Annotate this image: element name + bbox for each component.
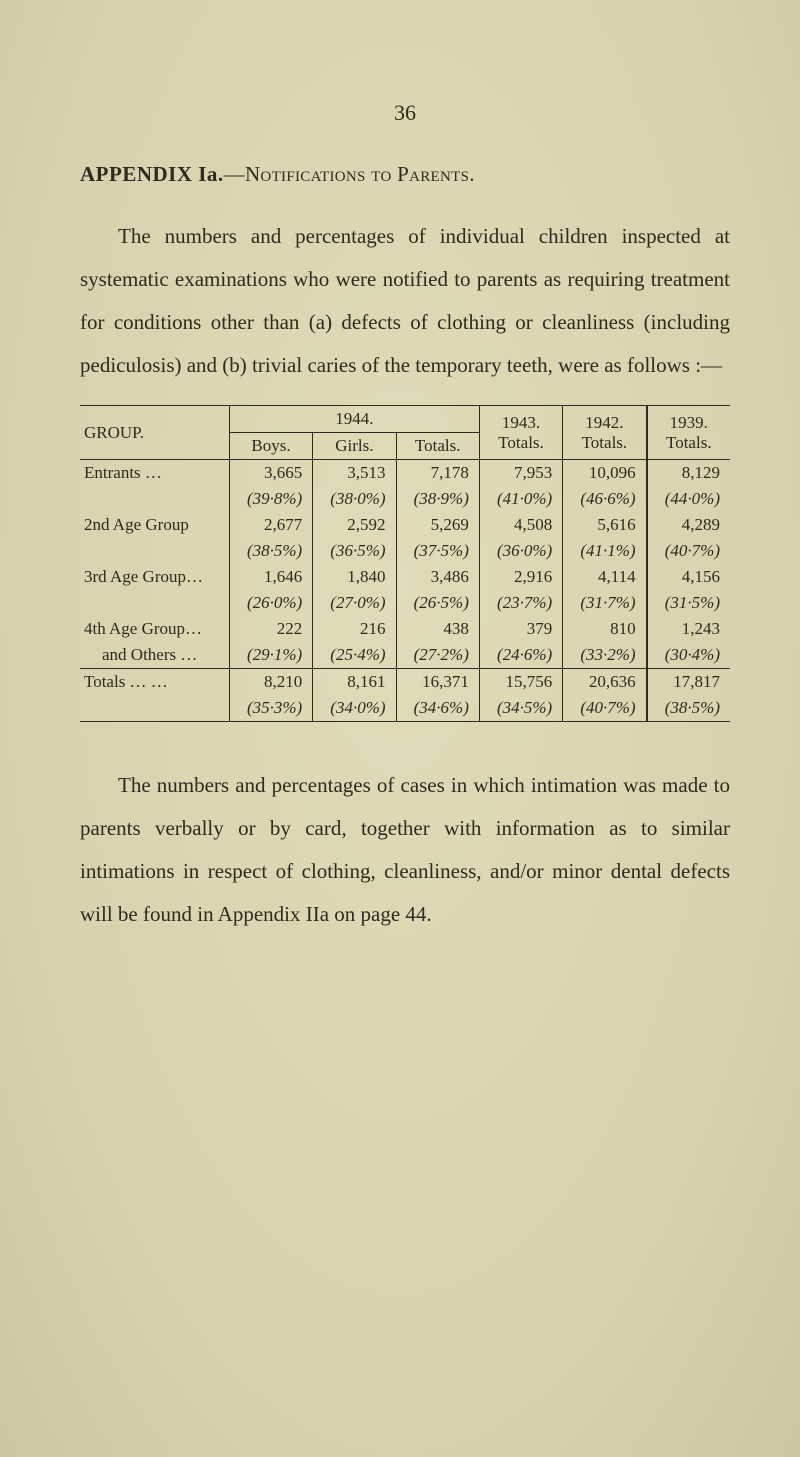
cell-pct: (36·0%) — [479, 538, 562, 564]
col-1939: 1939. Totals. — [647, 406, 730, 460]
appendix-rest: —Notifications to Parents. — [224, 162, 475, 186]
cell: 1,840 — [313, 564, 396, 590]
cell: 17,817 — [647, 669, 730, 696]
table-row: 4th Age Group… 222 216 438 379 810 1,243 — [80, 616, 730, 642]
col-1942: 1942. Totals. — [563, 406, 647, 460]
cell: 20,636 — [563, 669, 647, 696]
cell: 810 — [563, 616, 647, 642]
cell: 1,646 — [229, 564, 312, 590]
col-1939-text: 1939. Totals. — [666, 413, 712, 452]
cell-pct: (40·7%) — [563, 695, 647, 722]
cell: 7,953 — [479, 460, 562, 487]
cell-pct: (30·4%) — [647, 642, 730, 669]
cell-pct: (36·5%) — [313, 538, 396, 564]
cell-pct: (29·1%) — [229, 642, 312, 669]
cell: 15,756 — [479, 669, 562, 696]
cell-pct: (41·0%) — [479, 486, 562, 512]
cell: 438 — [396, 616, 479, 642]
appendix-heading: APPENDIX Ia.—Notifications to Parents. — [80, 162, 730, 187]
row-label: Totals … … — [80, 669, 229, 696]
para2-text: The numbers and percentages of cases in … — [80, 773, 730, 926]
closing-paragraph: The numbers and percentages of cases in … — [80, 764, 730, 936]
page-number: 36 — [80, 100, 730, 126]
row-sublabel: and Others … — [80, 642, 229, 669]
cell-pct: (34·0%) — [313, 695, 396, 722]
cell-pct: (24·6%) — [479, 642, 562, 669]
cell: 4,114 — [563, 564, 647, 590]
cell: 4,156 — [647, 564, 730, 590]
cell-pct: (31·5%) — [647, 590, 730, 616]
cell: 1,243 — [647, 616, 730, 642]
cell: 5,616 — [563, 512, 647, 538]
row-label: 3rd Age Group… — [80, 564, 229, 590]
cell-pct: (26·0%) — [229, 590, 312, 616]
row-label: 4th Age Group… — [80, 616, 229, 642]
table-totals-row-pct: (35·3%) (34·0%) (34·6%) (34·5%) (40·7%) … — [80, 695, 730, 722]
cell: 8,210 — [229, 669, 312, 696]
cell-pct: (31·7%) — [563, 590, 647, 616]
cell: 8,129 — [647, 460, 730, 487]
cell: 4,289 — [647, 512, 730, 538]
cell-pct: (34·5%) — [479, 695, 562, 722]
col-group: GROUP. — [80, 406, 229, 460]
cell: 3,665 — [229, 460, 312, 487]
table-totals-row: Totals … … 8,210 8,161 16,371 15,756 20,… — [80, 669, 730, 696]
cell: 222 — [229, 616, 312, 642]
col-1943: 1943. Totals. — [479, 406, 562, 460]
cell-pct: (38·5%) — [647, 695, 730, 722]
cell: 4,508 — [479, 512, 562, 538]
col-boys: Boys. — [229, 433, 312, 460]
cell-pct: (26·5%) — [396, 590, 479, 616]
cell: 216 — [313, 616, 396, 642]
table-row-pct: and Others … (29·1%) (25·4%) (27·2%) (24… — [80, 642, 730, 669]
cell-pct: (34·6%) — [396, 695, 479, 722]
table-row-pct: (26·0%) (27·0%) (26·5%) (23·7%) (31·7%) … — [80, 590, 730, 616]
cell: 10,096 — [563, 460, 647, 487]
cell: 8,161 — [313, 669, 396, 696]
col-totals: Totals. — [396, 433, 479, 460]
cell-pct: (27·2%) — [396, 642, 479, 669]
cell: 5,269 — [396, 512, 479, 538]
col-girls: Girls. — [313, 433, 396, 460]
col-1944: 1944. — [229, 406, 479, 433]
cell-pct: (35·3%) — [229, 695, 312, 722]
cell-pct: (33·2%) — [563, 642, 647, 669]
cell-pct: (38·5%) — [229, 538, 312, 564]
cell: 3,486 — [396, 564, 479, 590]
row-label: Entrants … — [80, 460, 229, 487]
appendix-label: APPENDIX Ia. — [80, 162, 224, 186]
col-1943-text: 1943. Totals. — [498, 413, 544, 452]
cell-pct: (41·1%) — [563, 538, 647, 564]
cell-pct: (44·0%) — [647, 486, 730, 512]
cell-pct: (40·7%) — [647, 538, 730, 564]
cell-pct: (39·8%) — [229, 486, 312, 512]
cell-pct: (38·9%) — [396, 486, 479, 512]
cell: 2,916 — [479, 564, 562, 590]
table-row: 3rd Age Group… 1,646 1,840 3,486 2,916 4… — [80, 564, 730, 590]
table-row: 2nd Age Group 2,677 2,592 5,269 4,508 5,… — [80, 512, 730, 538]
cell-pct: (27·0%) — [313, 590, 396, 616]
cell: 2,677 — [229, 512, 312, 538]
col-1942-text: 1942. Totals. — [582, 413, 628, 452]
cell-pct: (37·5%) — [396, 538, 479, 564]
row-label: 2nd Age Group — [80, 512, 229, 538]
para1-text: The numbers and percentages of individua… — [80, 224, 730, 377]
cell-pct: (23·7%) — [479, 590, 562, 616]
cell: 16,371 — [396, 669, 479, 696]
cell: 3,513 — [313, 460, 396, 487]
notifications-table: GROUP. 1944. 1943. Totals. 1942. Totals.… — [80, 405, 730, 722]
cell: 379 — [479, 616, 562, 642]
cell: 2,592 — [313, 512, 396, 538]
intro-paragraph: The numbers and percentages of individua… — [80, 215, 730, 387]
cell-pct: (46·6%) — [563, 486, 647, 512]
table-row: Entrants … 3,665 3,513 7,178 7,953 10,09… — [80, 460, 730, 487]
cell-pct: (25·4%) — [313, 642, 396, 669]
cell: 7,178 — [396, 460, 479, 487]
page: 36 APPENDIX Ia.—Notifications to Parents… — [0, 0, 800, 1457]
table-row-pct: (38·5%) (36·5%) (37·5%) (36·0%) (41·1%) … — [80, 538, 730, 564]
table-row-pct: (39·8%) (38·0%) (38·9%) (41·0%) (46·6%) … — [80, 486, 730, 512]
cell-pct: (38·0%) — [313, 486, 396, 512]
